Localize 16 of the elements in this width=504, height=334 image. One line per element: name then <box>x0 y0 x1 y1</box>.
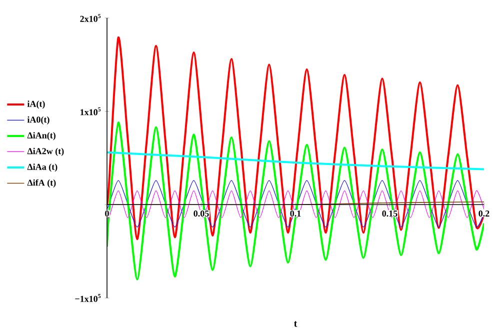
y-tick-label: −1x10$^{5}$ <box>75 294 101 302</box>
legend-label: iA0(t) <box>27 116 50 124</box>
x-tick-label: 0 <box>105 210 109 217</box>
line-series <box>107 151 484 170</box>
x-tick-label: 0.05 <box>194 210 209 217</box>
legend-label: ΔiAn(t) <box>27 132 56 140</box>
legend-label: ΔiAa (t) <box>27 164 58 172</box>
y-tick-label: 1x10$^{5}$ <box>80 107 101 116</box>
x-axis-title: t <box>294 321 298 327</box>
legend-label: ΔiA2w (t) <box>27 148 64 156</box>
x-tick-label: 0.2 <box>478 210 490 217</box>
legend-label: ΔifA (t) <box>27 179 56 188</box>
x-tick-label: 0.15 <box>382 210 398 217</box>
legend-label: iA(t) <box>27 100 45 109</box>
y-tick-label: 2x10$^{5}$ <box>80 14 101 22</box>
x-tick-label: 0.1 <box>290 210 301 217</box>
